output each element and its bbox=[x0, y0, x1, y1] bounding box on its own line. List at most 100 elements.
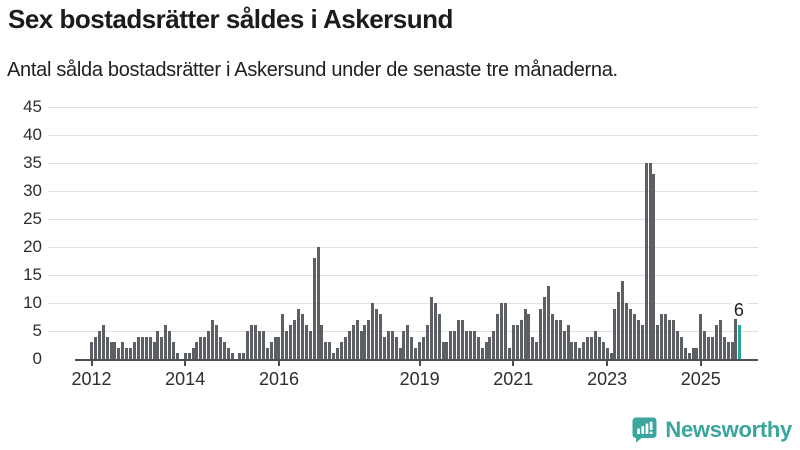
bar bbox=[375, 308, 379, 359]
x-axis-tick bbox=[418, 361, 421, 366]
bar bbox=[519, 319, 523, 359]
bar bbox=[121, 342, 125, 359]
bar bbox=[605, 347, 609, 359]
bar bbox=[316, 246, 320, 359]
x-axis-line bbox=[75, 359, 758, 361]
bar bbox=[547, 286, 550, 359]
bar bbox=[730, 342, 734, 359]
bar bbox=[105, 336, 109, 359]
bar bbox=[168, 330, 172, 359]
bar bbox=[418, 342, 422, 359]
bar bbox=[589, 336, 593, 359]
bar bbox=[277, 336, 281, 359]
bar bbox=[285, 330, 289, 359]
bar bbox=[207, 330, 211, 359]
bar bbox=[390, 330, 394, 359]
bar bbox=[621, 280, 625, 359]
gridline bbox=[48, 162, 758, 164]
bar bbox=[461, 319, 465, 359]
bar bbox=[238, 353, 242, 359]
bar bbox=[218, 336, 222, 359]
bar bbox=[406, 325, 410, 359]
bar bbox=[449, 330, 453, 359]
bar bbox=[222, 342, 226, 359]
bar bbox=[136, 336, 140, 359]
bar bbox=[261, 330, 265, 359]
bar bbox=[132, 342, 136, 359]
gridline bbox=[48, 246, 758, 248]
bar bbox=[113, 342, 117, 359]
bar bbox=[558, 319, 562, 359]
x-axis-tick-label: 2012 bbox=[71, 369, 112, 389]
bar bbox=[429, 297, 433, 359]
bar bbox=[496, 314, 500, 359]
bar bbox=[453, 330, 457, 359]
bar bbox=[351, 325, 355, 359]
bar bbox=[531, 336, 535, 359]
bar bbox=[500, 302, 504, 359]
y-axis-tick-label: 45 bbox=[23, 96, 42, 116]
bar bbox=[515, 325, 519, 359]
bar bbox=[214, 325, 218, 359]
chart-subtitle: Antal sålda bostadsrätter i Askersund un… bbox=[7, 59, 618, 81]
bar bbox=[269, 342, 273, 359]
bar bbox=[582, 342, 586, 359]
bar bbox=[703, 330, 707, 359]
bar bbox=[695, 347, 699, 359]
bar bbox=[254, 325, 258, 359]
bar bbox=[504, 302, 508, 359]
bar bbox=[195, 342, 199, 359]
bar bbox=[632, 314, 636, 359]
gridline bbox=[48, 134, 758, 136]
bar bbox=[414, 347, 418, 359]
x-axis-tick bbox=[278, 361, 280, 366]
bar bbox=[550, 314, 554, 359]
bar bbox=[718, 319, 722, 359]
bar bbox=[597, 336, 601, 359]
y-axis-tick-label: 30 bbox=[23, 180, 42, 200]
bar bbox=[711, 336, 715, 359]
x-axis-tick bbox=[90, 361, 93, 366]
x-axis-tick-label: 2023 bbox=[587, 369, 628, 389]
bar bbox=[613, 308, 617, 359]
x-axis-tick-label: 2019 bbox=[399, 369, 440, 389]
bar bbox=[140, 336, 144, 359]
bar bbox=[617, 291, 621, 359]
bar bbox=[265, 347, 269, 359]
x-axis-tick bbox=[699, 361, 702, 366]
bar bbox=[172, 342, 176, 359]
bar bbox=[535, 342, 539, 359]
bar bbox=[480, 347, 484, 359]
bar bbox=[297, 308, 301, 359]
x-axis-tick bbox=[184, 361, 187, 366]
bar bbox=[300, 314, 304, 359]
bar bbox=[355, 319, 359, 359]
x-axis-tick-label: 2016 bbox=[258, 369, 300, 389]
bar bbox=[648, 162, 652, 359]
bar bbox=[226, 347, 230, 359]
bar bbox=[609, 353, 613, 359]
newsworthy-logo-icon bbox=[632, 417, 657, 443]
gridline bbox=[48, 106, 758, 108]
bar bbox=[433, 302, 437, 359]
bar bbox=[379, 314, 383, 359]
bar bbox=[562, 330, 566, 359]
y-axis-tick-label: 25 bbox=[23, 208, 42, 228]
bar bbox=[722, 336, 726, 359]
bar bbox=[629, 308, 633, 359]
bar bbox=[656, 325, 660, 359]
bar bbox=[468, 330, 472, 359]
bar bbox=[734, 314, 738, 359]
bar bbox=[230, 353, 234, 359]
newsworthy-logo-text: Newsworthy bbox=[665, 416, 792, 442]
bar bbox=[492, 330, 496, 359]
y-axis-tick-label: 15 bbox=[23, 264, 42, 284]
bar bbox=[660, 314, 664, 359]
bar bbox=[410, 336, 414, 359]
bar bbox=[625, 302, 629, 359]
bar bbox=[304, 325, 308, 359]
bar bbox=[425, 325, 429, 359]
bar bbox=[726, 342, 730, 359]
